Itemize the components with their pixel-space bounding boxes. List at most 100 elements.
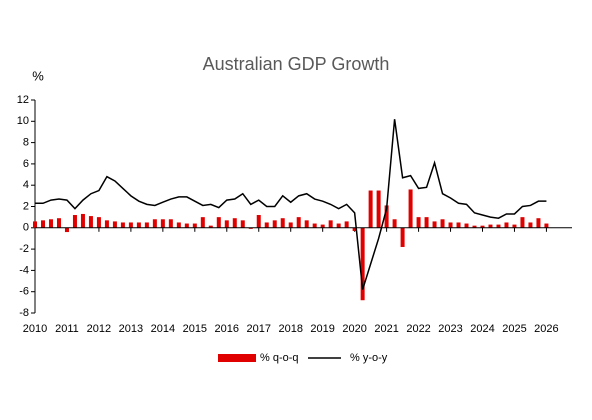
bar xyxy=(272,220,277,228)
y-tick-label: 8 xyxy=(23,137,29,149)
bar xyxy=(40,220,45,228)
bar xyxy=(496,224,501,228)
chart-title: Australian GDP Growth xyxy=(203,54,390,74)
bar xyxy=(248,227,253,229)
bar xyxy=(392,219,397,228)
bar xyxy=(336,223,341,228)
x-tick-label: 2026 xyxy=(534,323,558,335)
x-tick-label: 2024 xyxy=(470,323,494,335)
bar xyxy=(192,223,197,228)
bar xyxy=(88,216,93,228)
bar xyxy=(504,222,509,228)
bar xyxy=(184,223,189,228)
legend-label: % q-o-q xyxy=(260,352,299,364)
x-tick-label: 2020 xyxy=(342,323,366,335)
bar xyxy=(384,205,389,228)
bar xyxy=(33,221,37,228)
bar xyxy=(56,218,61,228)
bar xyxy=(480,225,485,228)
y-tick-label: 6 xyxy=(23,158,29,170)
bar xyxy=(376,190,381,228)
bar xyxy=(344,221,349,228)
x-tick-label: 2013 xyxy=(119,323,143,335)
x-tick-label: 2022 xyxy=(406,323,430,335)
bar xyxy=(64,227,69,233)
bar xyxy=(232,218,237,228)
bar xyxy=(136,222,141,228)
bar xyxy=(48,219,53,228)
bar xyxy=(112,221,117,228)
bar xyxy=(256,215,261,228)
bar xyxy=(408,189,413,228)
bar xyxy=(200,217,205,228)
bar xyxy=(144,222,149,228)
x-tick-label: 2014 xyxy=(151,323,175,335)
x-tick-label: 2017 xyxy=(247,323,271,335)
bar xyxy=(464,223,469,228)
bar xyxy=(416,217,421,228)
bar xyxy=(280,218,285,228)
x-tick-label: 2025 xyxy=(502,323,526,335)
bar xyxy=(104,220,109,228)
bar xyxy=(240,220,245,228)
y-tick-label: -2 xyxy=(19,243,29,255)
bar xyxy=(472,225,477,228)
x-tick-label: 2011 xyxy=(55,323,79,335)
bar xyxy=(512,224,517,228)
bar xyxy=(320,224,325,228)
bar xyxy=(456,222,461,228)
bar xyxy=(432,221,437,228)
bar xyxy=(160,219,165,228)
bar xyxy=(264,222,269,228)
bar xyxy=(400,227,405,247)
bar xyxy=(72,215,77,228)
bar xyxy=(536,218,541,228)
bar xyxy=(120,222,125,228)
bar xyxy=(368,190,373,228)
bar xyxy=(224,220,229,228)
x-tick-label: 2010 xyxy=(23,323,47,335)
bar xyxy=(352,227,357,231)
bar xyxy=(360,227,365,301)
x-tick-label: 2015 xyxy=(183,323,207,335)
x-tick-label: 2016 xyxy=(215,323,239,335)
bar xyxy=(448,222,453,228)
x-tick-label: 2018 xyxy=(278,323,302,335)
bar xyxy=(80,213,85,228)
bar xyxy=(96,217,101,228)
x-tick-label: 2019 xyxy=(310,323,334,335)
y-tick-label: 12 xyxy=(17,94,29,106)
bar xyxy=(312,223,317,228)
legend-swatch xyxy=(218,354,256,362)
bar xyxy=(296,217,301,228)
bar xyxy=(528,222,533,228)
y-tick-label: 4 xyxy=(23,179,29,191)
y-axis-label: % xyxy=(32,68,44,83)
x-tick-label: 2023 xyxy=(438,323,462,335)
bar xyxy=(152,219,157,228)
bar xyxy=(168,219,173,228)
y-tick-label: 0 xyxy=(23,222,29,234)
y-tick-label: -8 xyxy=(19,307,29,319)
bar xyxy=(176,222,181,228)
bar xyxy=(440,219,445,228)
bar xyxy=(216,217,221,228)
bar xyxy=(328,220,333,228)
y-tick-label: 2 xyxy=(23,200,29,212)
bar xyxy=(424,217,429,228)
line xyxy=(35,119,547,290)
bar xyxy=(488,224,493,228)
y-tick-label: -6 xyxy=(19,286,29,298)
bar xyxy=(288,222,293,228)
bar xyxy=(208,225,213,228)
bar xyxy=(544,223,549,228)
legend-label: % y-o-y xyxy=(350,352,388,364)
x-tick-label: 2021 xyxy=(374,323,398,335)
x-tick-label: 2012 xyxy=(87,323,111,335)
y-tick-label: -4 xyxy=(19,264,29,276)
bar xyxy=(520,217,525,228)
bar xyxy=(304,220,309,228)
y-tick-label: 10 xyxy=(17,115,29,127)
bar xyxy=(128,222,133,228)
